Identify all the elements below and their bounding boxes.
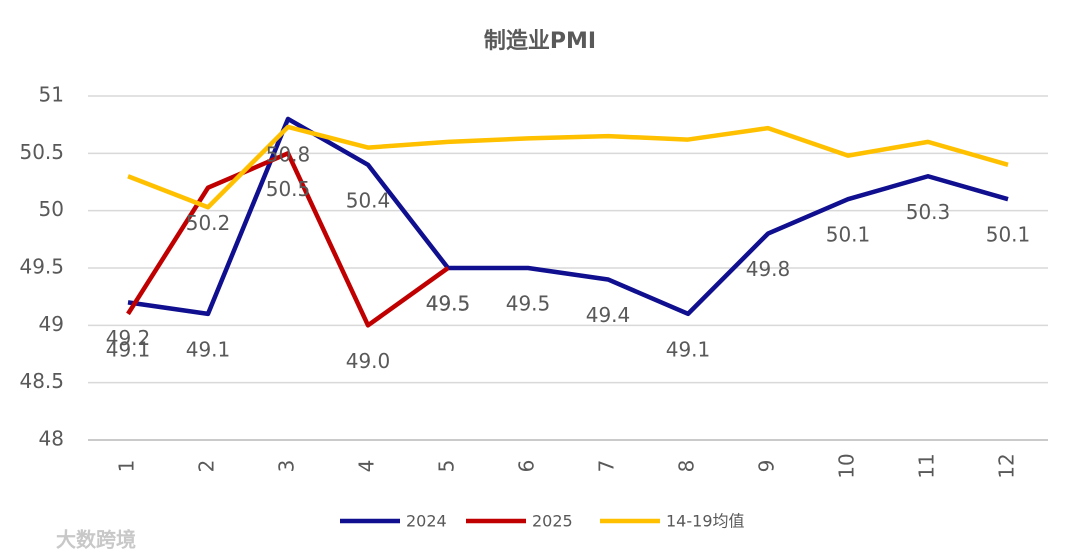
chart-title: 制造业PMI <box>484 29 596 54</box>
legend-label: 14-19均值 <box>666 512 745 531</box>
y-tick-label: 48.5 <box>19 369 64 393</box>
data-label: 50.1 <box>986 223 1031 247</box>
data-label: 49.1 <box>666 337 711 361</box>
data-label: 49.5 <box>506 292 551 316</box>
x-tick-label: 1 <box>115 460 139 473</box>
watermark: 大数跨境 <box>56 528 136 552</box>
series-line <box>127 124 1009 210</box>
data-label: 49.1 <box>106 337 151 361</box>
y-tick-label: 49 <box>39 312 64 336</box>
y-tick-label: 50 <box>39 197 64 221</box>
x-tick-label: 9 <box>755 460 779 473</box>
x-tick-label: 4 <box>355 460 379 473</box>
x-tick-label: 8 <box>675 460 699 473</box>
x-tick-label: 2 <box>195 460 219 473</box>
y-tick-label: 51 <box>39 83 64 107</box>
data-label: 50.1 <box>826 223 871 247</box>
y-tick-label: 48 <box>39 427 64 451</box>
y-tick-label: 49.5 <box>19 255 64 279</box>
legend-label: 2024 <box>406 512 447 531</box>
data-label: 49.2 <box>106 326 151 350</box>
x-tick-label: 6 <box>515 460 539 473</box>
x-tick-label: 7 <box>595 460 619 473</box>
data-label: 49.0 <box>346 349 391 373</box>
x-tick-label: 3 <box>275 460 299 473</box>
y-tick-label: 50.5 <box>19 140 64 164</box>
data-label: 49.5 <box>426 292 471 316</box>
series-line <box>127 116 1009 317</box>
data-label: 49.4 <box>586 303 631 327</box>
data-label: 50.2 <box>186 211 231 235</box>
x-tick-label: 11 <box>915 453 939 478</box>
data-label: 49.8 <box>746 257 791 281</box>
legend-label: 2025 <box>532 512 573 531</box>
data-label: 50.5 <box>266 177 311 201</box>
x-tick-label: 5 <box>435 460 459 473</box>
data-label: 49.5 <box>426 292 471 316</box>
x-tick-label: 12 <box>995 453 1019 478</box>
data-label: 49.1 <box>186 337 231 361</box>
data-label: 50.8 <box>266 142 311 166</box>
x-tick-label: 10 <box>835 453 859 478</box>
data-label: 50.4 <box>346 188 391 212</box>
series-line <box>126 151 450 328</box>
data-label: 50.3 <box>906 200 951 224</box>
